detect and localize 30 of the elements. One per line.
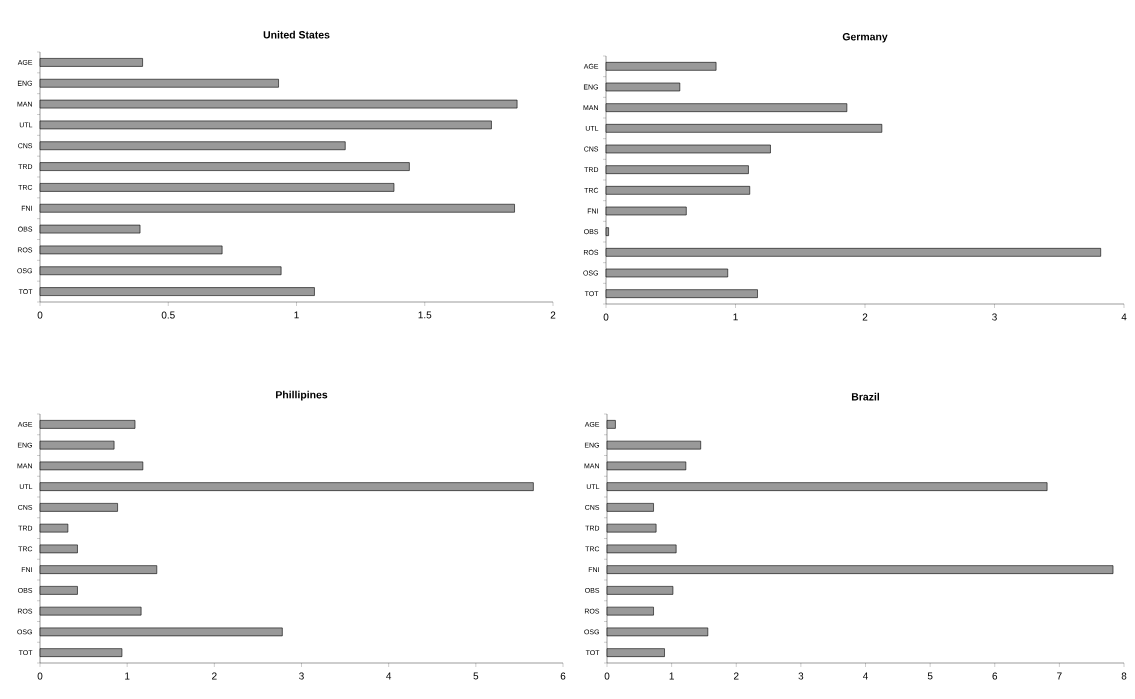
x-tick-label: 7 bbox=[1057, 672, 1062, 680]
x-tick-label: 3 bbox=[798, 672, 804, 680]
x-tick-label: 6 bbox=[560, 672, 566, 680]
x-tick-label: 6 bbox=[992, 672, 998, 680]
x-tick-label: 4 bbox=[386, 672, 392, 680]
x-tick-label: 1.5 bbox=[418, 311, 432, 319]
x-tick-label: 5 bbox=[473, 672, 479, 680]
chart-title: Phillipines bbox=[276, 390, 328, 401]
x-tick-label: 1 bbox=[669, 672, 674, 680]
x-tick-label: 2 bbox=[733, 672, 739, 680]
x-tick-label: 3 bbox=[299, 672, 304, 680]
x-tick-label: 2 bbox=[550, 311, 556, 319]
x-tick-label: 1 bbox=[125, 672, 130, 680]
x-tick-label: 0 bbox=[37, 311, 43, 319]
x-tick-label: 3 bbox=[992, 313, 997, 321]
x-tick-label: 2 bbox=[862, 313, 868, 321]
x-tick-label: 0 bbox=[37, 672, 43, 680]
chart-title: United States bbox=[263, 30, 330, 39]
x-tick-label: 5 bbox=[927, 672, 933, 680]
chart-title: Brazil bbox=[851, 392, 880, 401]
x-tick-label: 2 bbox=[212, 672, 217, 680]
x-tick-label: 0 bbox=[604, 672, 610, 680]
x-tick-label: 1 bbox=[294, 311, 299, 319]
x-tick-label: 1 bbox=[733, 313, 738, 321]
x-tick-label: 8 bbox=[1121, 672, 1127, 680]
x-tick-label: 4 bbox=[862, 672, 868, 680]
chart-title: Germany bbox=[842, 33, 888, 43]
x-tick-label: 0.5 bbox=[161, 311, 175, 319]
x-tick-label: 0 bbox=[603, 313, 609, 321]
x-tick-label: 4 bbox=[1121, 313, 1127, 321]
